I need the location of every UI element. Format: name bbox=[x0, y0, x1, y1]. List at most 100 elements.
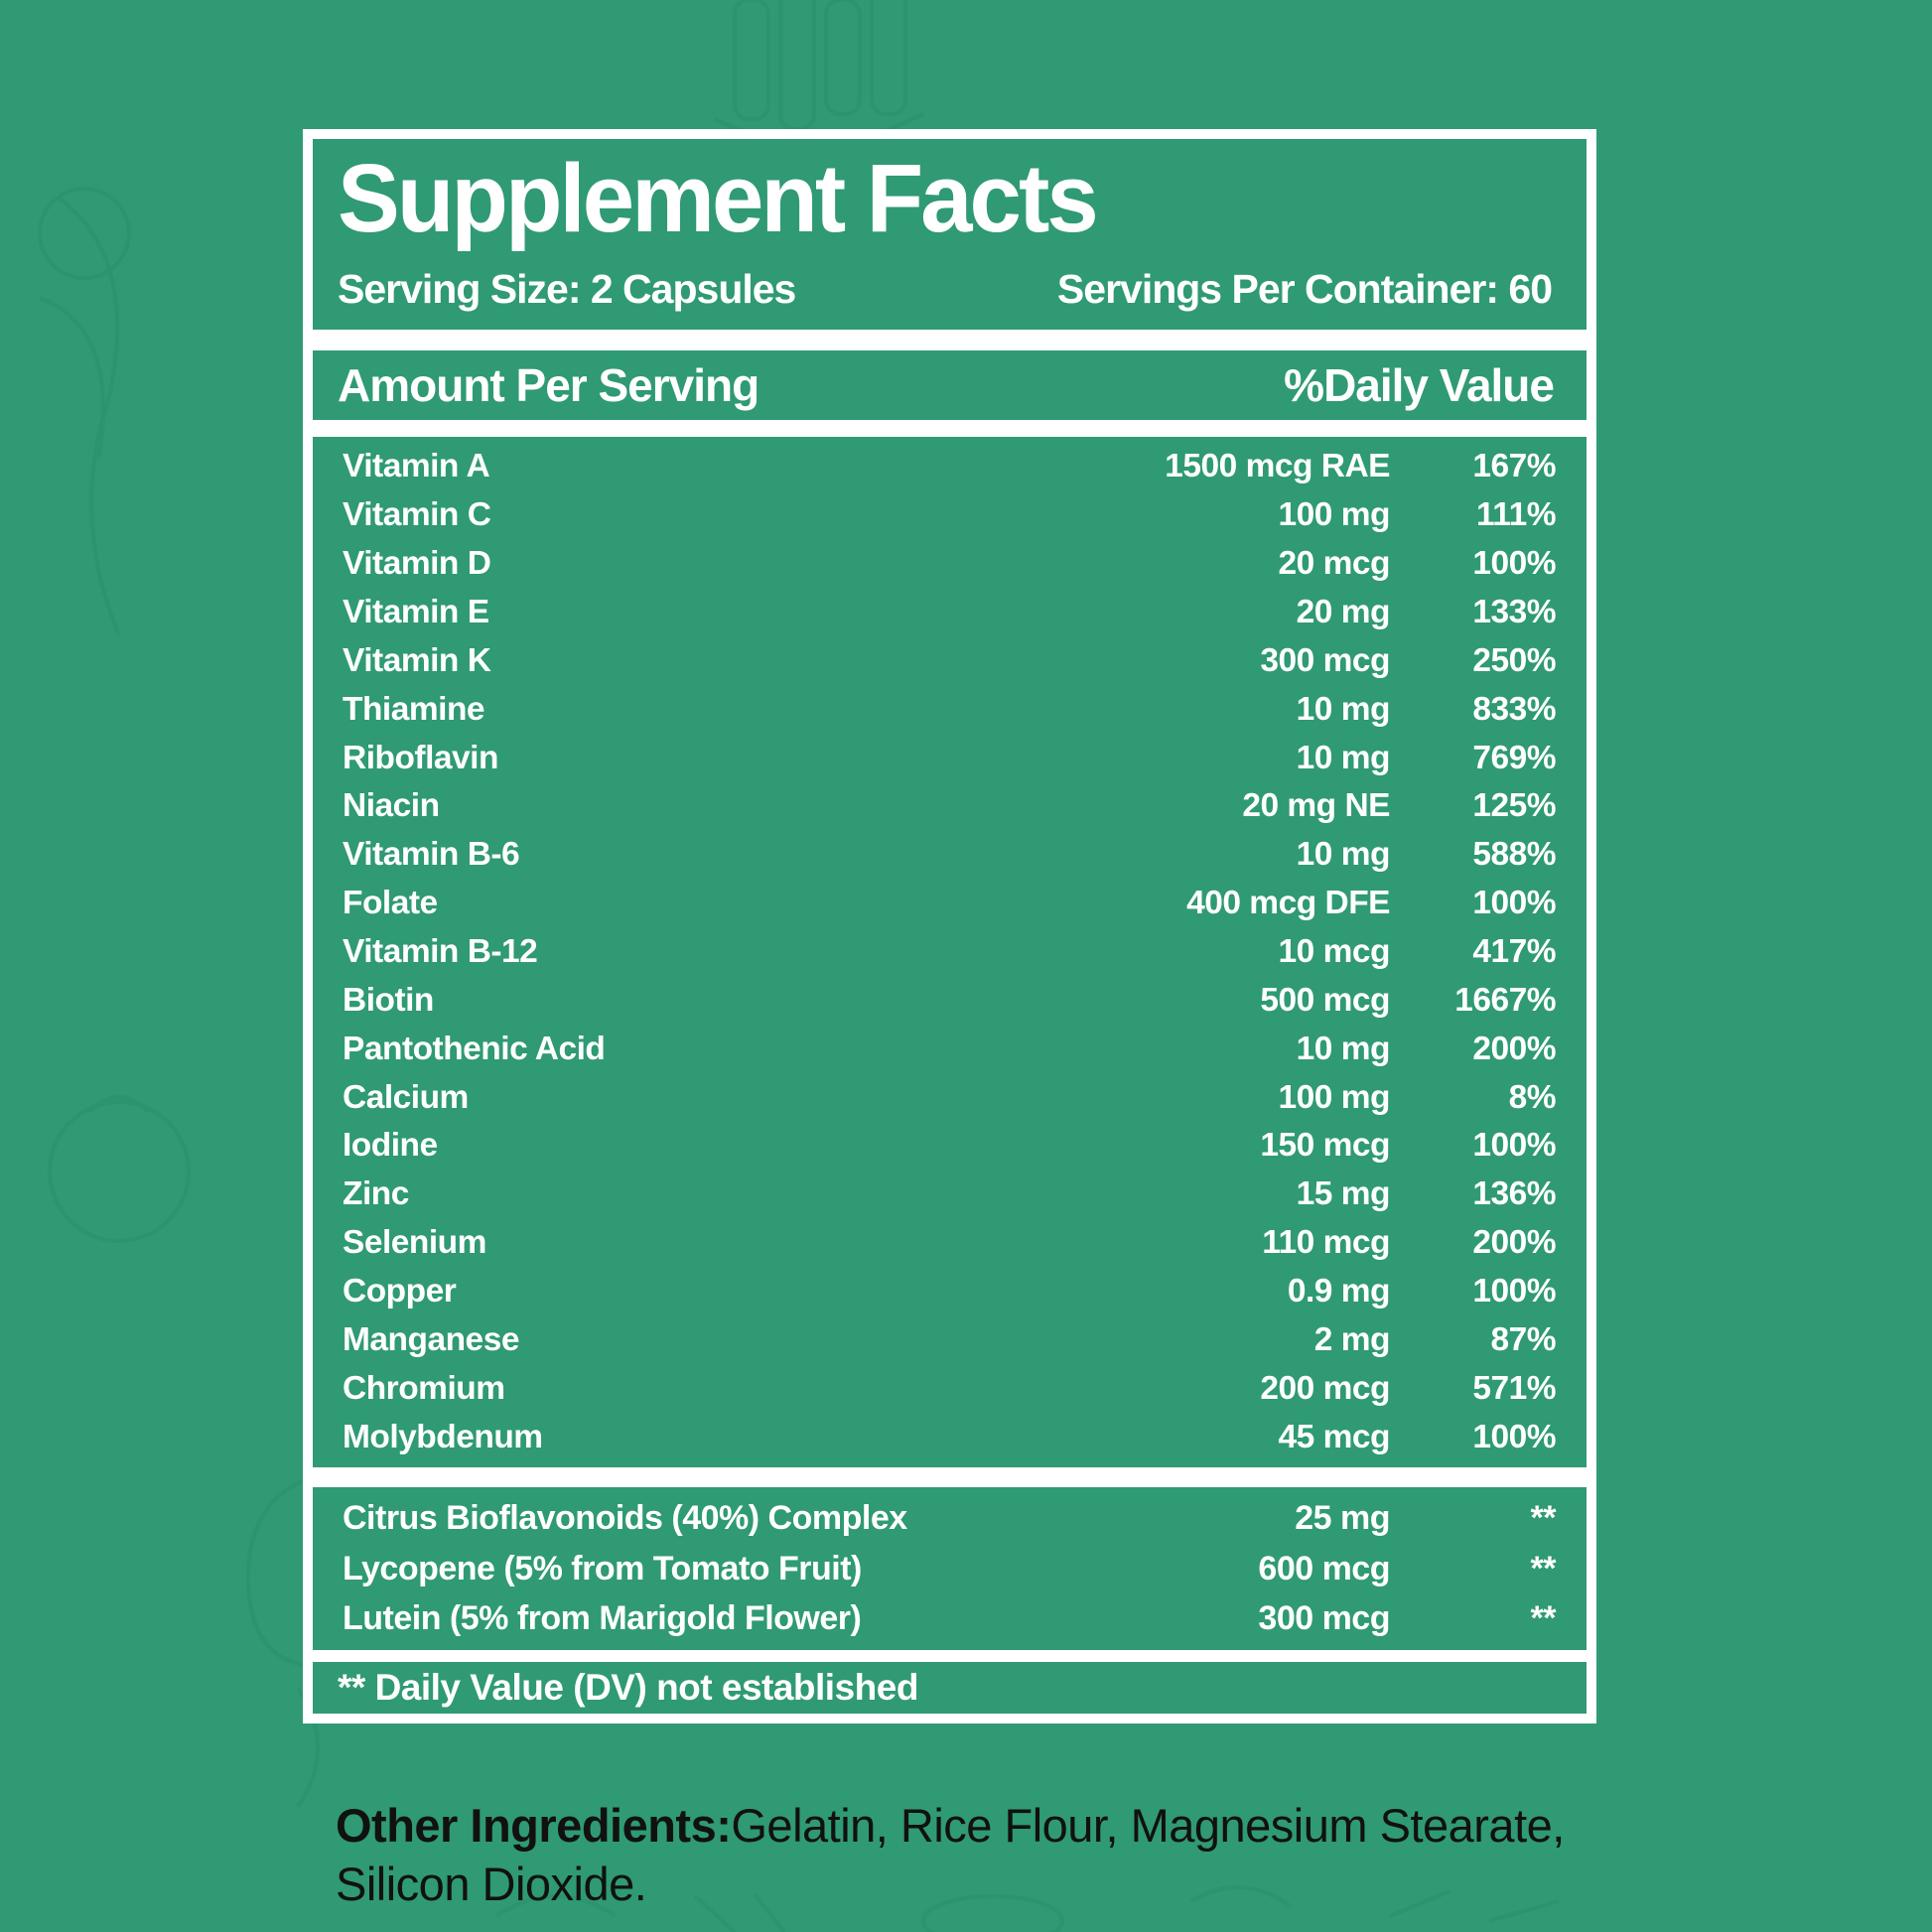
nutrient-daily-value: 167% bbox=[1472, 448, 1556, 485]
nutrient-name: Vitamin B-12 bbox=[343, 933, 538, 971]
nutrient-amount: 20 mg NE bbox=[1242, 787, 1390, 825]
nutrient-daily-value: 8% bbox=[1508, 1078, 1557, 1116]
nutrient-name: Vitamin D bbox=[343, 545, 491, 583]
panel-title: Supplement Facts bbox=[338, 144, 1099, 252]
nutrient-amount: 10 mg bbox=[1296, 690, 1391, 728]
nutrient-amount: 150 mcg bbox=[1260, 1127, 1390, 1165]
nutrient-daily-value: 125% bbox=[1472, 787, 1556, 825]
nutrient-name: Lycopene (5% from Tomato Fruit) bbox=[343, 1549, 862, 1587]
table-row: Riboflavin 10 mg 769% bbox=[313, 734, 1587, 782]
nutrient-daily-value: ** bbox=[1530, 1549, 1557, 1587]
nutrient-daily-value: 136% bbox=[1472, 1175, 1556, 1213]
nutrient-name: Vitamin A bbox=[343, 448, 490, 485]
table-row: Folate 400 mcg DFE 100% bbox=[313, 880, 1587, 928]
panel-header: Supplement Facts Serving Size: 2 Capsule… bbox=[313, 139, 1587, 330]
leaf-sketch-icon bbox=[38, 187, 131, 636]
nutrient-name: Iodine bbox=[343, 1127, 438, 1165]
nutrient-amount: 200 mcg bbox=[1260, 1369, 1390, 1407]
nutrient-amount: 10 mcg bbox=[1278, 933, 1391, 971]
nutrient-amount: 20 mcg bbox=[1278, 545, 1391, 583]
nutrient-daily-value: 588% bbox=[1472, 836, 1556, 874]
nutrient-amount: 10 mg bbox=[1296, 739, 1391, 776]
nutrient-name: Lutein (5% from Marigold Flower) bbox=[343, 1599, 862, 1638]
table-row: Vitamin B-12 10 mcg 417% bbox=[313, 928, 1587, 977]
nutrient-amount: 25 mg bbox=[1295, 1498, 1390, 1537]
nutrient-name: Vitamin B-6 bbox=[343, 836, 520, 874]
nutrient-amount: 300 mcg bbox=[1258, 1599, 1390, 1638]
table-row: Molybdenum 45 mcg 100% bbox=[313, 1413, 1587, 1461]
nutrient-daily-value: 769% bbox=[1472, 739, 1556, 776]
table-row: Thiamine 10 mg 833% bbox=[313, 685, 1587, 734]
nutrient-name: Selenium bbox=[343, 1224, 486, 1262]
table-row: Calcium 100 mg 8% bbox=[313, 1073, 1587, 1122]
table-row: Iodine 150 mcg 100% bbox=[313, 1122, 1587, 1171]
table-row: Chromium 200 mcg 571% bbox=[313, 1364, 1587, 1413]
table-row: Niacin 20 mg NE 125% bbox=[313, 782, 1587, 831]
nutrient-amount: 1500 mcg RAE bbox=[1165, 448, 1390, 485]
nutrient-daily-value: 100% bbox=[1472, 545, 1556, 583]
nutrient-daily-value: 87% bbox=[1490, 1320, 1556, 1358]
nutrient-amount: 20 mg bbox=[1296, 594, 1391, 630]
nutrient-daily-value: ** bbox=[1530, 1599, 1557, 1638]
nutrient-name: Copper bbox=[343, 1273, 457, 1311]
table-row: Selenium 110 mcg 200% bbox=[313, 1219, 1587, 1268]
table-row: Lycopene (5% from Tomato Fruit) 600 mcg … bbox=[313, 1544, 1587, 1594]
tomato-sketch-icon bbox=[48, 1095, 191, 1243]
nutrient-name: Manganese bbox=[343, 1320, 519, 1358]
nutrient-amount: 15 mg bbox=[1296, 1175, 1391, 1213]
nutrient-name: Thiamine bbox=[343, 690, 485, 728]
footnote-text: ** Daily Value (DV) not established bbox=[338, 1667, 918, 1708]
nutrient-name: Vitamin C bbox=[343, 496, 491, 534]
nutrient-daily-value: 100% bbox=[1472, 1273, 1556, 1311]
nutrient-amount: 500 mcg bbox=[1260, 981, 1390, 1019]
table-row: Copper 0.9 mg 100% bbox=[313, 1268, 1587, 1316]
nutrient-amount: 10 mg bbox=[1296, 836, 1391, 874]
nutrient-amount: 300 mcg bbox=[1260, 641, 1390, 679]
table-row: Vitamin K 300 mcg 250% bbox=[313, 636, 1587, 685]
nutrient-amount: 100 mg bbox=[1278, 1078, 1391, 1116]
other-ingredients-text: Gelatin, Rice Flour, Magnesium Stearate,… bbox=[336, 1799, 1565, 1910]
nutrient-name: Biotin bbox=[343, 981, 434, 1019]
nutrient-daily-value: 100% bbox=[1472, 885, 1556, 922]
nutrient-name: Niacin bbox=[343, 787, 440, 825]
nutrient-amount: 10 mg bbox=[1296, 1030, 1391, 1067]
table-row: Vitamin E 20 mg 133% bbox=[313, 589, 1587, 637]
column-header-daily-value: %Daily Value bbox=[1284, 359, 1555, 411]
nutrient-amount: 600 mcg bbox=[1258, 1549, 1390, 1587]
table-row: Vitamin D 20 mcg 100% bbox=[313, 540, 1587, 589]
nutrient-amount: 0.9 mg bbox=[1287, 1273, 1391, 1311]
supplement-facts-panel: Supplement Facts Serving Size: 2 Capsule… bbox=[303, 129, 1596, 1724]
nutrient-daily-value: 111% bbox=[1476, 496, 1556, 534]
table-row: Manganese 2 mg 87% bbox=[313, 1315, 1587, 1364]
nutrient-name: Calcium bbox=[343, 1078, 469, 1116]
nutrient-daily-value: 833% bbox=[1472, 690, 1556, 728]
nutrient-name: Zinc bbox=[343, 1175, 409, 1213]
nutrient-name: Folate bbox=[343, 885, 438, 922]
nutrient-daily-value: 200% bbox=[1472, 1224, 1556, 1262]
nutrient-daily-value: 100% bbox=[1472, 1127, 1556, 1165]
extras-table: Citrus Bioflavonoids (40%) Complex 25 mg… bbox=[313, 1487, 1587, 1650]
nutrient-daily-value: ** bbox=[1530, 1498, 1557, 1537]
nutrient-daily-value: 200% bbox=[1472, 1030, 1556, 1067]
nutrient-name: Pantothenic Acid bbox=[343, 1030, 606, 1067]
table-row: Citrus Bioflavonoids (40%) Complex 25 mg… bbox=[313, 1493, 1587, 1544]
celery-sketch-icon bbox=[714, 0, 924, 145]
nutrient-name: Citrus Bioflavonoids (40%) Complex bbox=[343, 1498, 907, 1537]
nutrient-amount: 400 mcg DFE bbox=[1186, 885, 1390, 922]
table-row: Vitamin A 1500 mcg RAE 167% bbox=[313, 443, 1587, 491]
other-ingredients-label: Other Ingredients: bbox=[336, 1799, 732, 1852]
nutrient-amount: 45 mcg bbox=[1278, 1418, 1391, 1455]
serving-size: Serving Size: 2 Capsules bbox=[338, 266, 796, 312]
nutrient-table: Vitamin A 1500 mcg RAE 167% Vitamin C 10… bbox=[313, 437, 1587, 1467]
table-row: Vitamin C 100 mg 111% bbox=[313, 491, 1587, 540]
nutrient-daily-value: 1667% bbox=[1454, 981, 1556, 1019]
nutrient-name: Molybdenum bbox=[343, 1418, 543, 1455]
nutrient-daily-value: 133% bbox=[1472, 594, 1556, 630]
column-header-row: Amount Per Serving %Daily Value bbox=[313, 350, 1587, 420]
nutrient-name: Vitamin K bbox=[343, 641, 491, 679]
table-row: Pantothenic Acid 10 mg 200% bbox=[313, 1025, 1587, 1073]
nutrient-name: Riboflavin bbox=[343, 739, 498, 776]
nutrient-name: Chromium bbox=[343, 1369, 505, 1407]
nutrient-amount: 110 mcg bbox=[1262, 1224, 1390, 1262]
